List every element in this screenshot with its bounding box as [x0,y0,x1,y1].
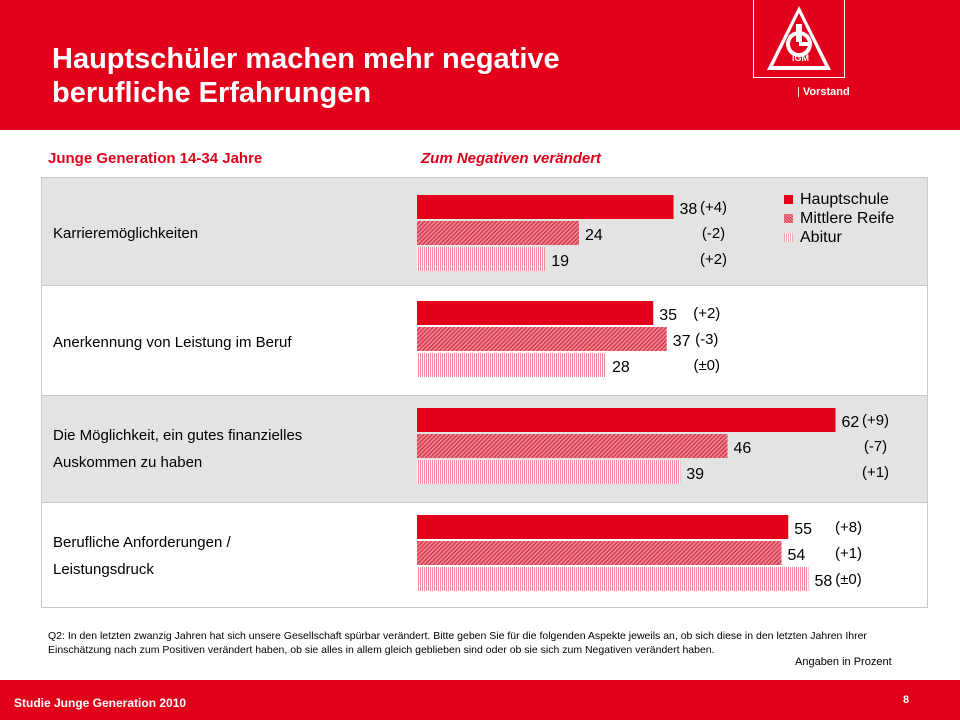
legend-item-abitur: Abitur [784,228,894,247]
bar-mittlere-reife-0 [417,221,579,245]
change-label-hauptschule-3: (+8) [835,519,862,536]
row-label-line-2: Leistungsdruck [53,561,154,578]
bars-group: 38 (+4)24 (-2)19 (+2)35 (+2)37 (-3)28 (±0)62 (+… [417,195,889,591]
row-label: Berufliche Anforderungen / Leistungsdruc… [53,529,231,583]
question-footnote: Q2: In den letzten zwanzig Jahren hat si… [48,630,867,656]
bar-hauptschule-3 [417,515,789,539]
bar-hauptschule-0 [417,195,674,219]
data-label-abitur-1: 28 [612,359,630,376]
row-label-line-1: Die Möglichkeit, ein gutes finanzielles [53,427,303,444]
bar-abitur-2 [417,460,681,484]
bar-hauptschule-2 [417,408,836,432]
legend-swatch [784,214,793,223]
change-label-mittlere-reife-0: (-2) [702,225,725,242]
data-label-hauptschule-2: 62 [842,414,860,431]
bar-abitur-0 [417,247,546,271]
row-label-line-1: Berufliche Anforderungen / [53,534,231,551]
legend-item-hauptschule: Hauptschule [784,190,894,209]
bar-abitur-1 [417,353,606,377]
change-label-hauptschule-1: (+2) [693,305,720,322]
legend-label: Abitur [800,229,842,246]
igm-logo: IGM [753,0,845,78]
subhead-chart-title: Zum Negativen verändert [421,150,602,167]
page-title: Hauptschüler machen mehr negative berufl… [52,42,712,110]
title-line-1: Hauptschüler machen mehr negative [52,43,560,75]
org-label: Vorstand [797,86,850,98]
bar-mittlere-reife-3 [417,541,782,565]
study-label: Studie Junge Generation 2010 [14,696,187,710]
igm-logo-text: IGM [792,53,809,63]
change-label-abitur-2: (+1) [862,464,889,481]
row-label-line-2: Auskommen zu haben [53,454,203,471]
bar-mittlere-reife-2 [417,434,728,458]
page-number: 8 [903,694,910,706]
change-label-mittlere-reife-3: (+1) [835,545,862,562]
footer-bar: Studie Junge Generation 2010 8 [0,680,960,720]
bar-mittlere-reife-1 [417,327,667,351]
data-label-abitur-2: 39 [686,466,704,483]
data-label-mittlere-reife-0: 24 [585,227,603,244]
row-label: Karrieremöglichkeiten [53,220,198,247]
data-label-hauptschule-1: 35 [659,307,677,324]
title-line-2: berufliche Erfahrungen [52,77,372,109]
data-label-hauptschule-0: 38 [680,201,698,218]
data-label-hauptschule-3: 55 [794,521,812,538]
legend-label: Mittlere Reife [800,210,895,227]
legend-swatch [784,195,793,204]
data-label-mittlere-reife-1: 37 [673,333,691,350]
row-label-line-1: Anerkennung von Leistung im Beruf [53,334,292,351]
data-label-mittlere-reife-3: 54 [788,547,806,564]
change-label-abitur-3: (±0) [835,571,862,588]
data-label-mittlere-reife-2: 46 [734,440,752,457]
header-bar: Hauptschüler machen mehr negative berufl… [0,0,960,130]
legend-label: Hauptschule [800,191,889,208]
row-anforderungen: Berufliche Anforderungen / Leistungsdruc… [42,502,927,607]
change-label-abitur-1: (±0) [693,357,720,374]
bar-abitur-3 [417,567,809,591]
change-label-hauptschule-2: (+9) [862,412,889,429]
row-label: Die Möglichkeit, ein gutes finanzielles … [53,422,302,476]
data-label-abitur-0: 19 [551,253,569,270]
units-note: Angaben in Prozent [795,656,892,668]
change-label-abitur-0: (+2) [700,251,727,268]
legend-item-mittlere-reife: Mittlere Reife [784,209,894,228]
change-label-hauptschule-0: (+4) [700,199,727,216]
row-label: Anerkennung von Leistung im Beruf [53,329,291,356]
row-anerkennung: Anerkennung von Leistung im Beruf [42,285,927,395]
row-label-line-1: Karrieremöglichkeiten [53,225,199,242]
change-label-mittlere-reife-2: (-7) [864,438,887,455]
subhead-population: Junge Generation 14-34 Jahre [48,150,263,167]
bar-hauptschule-1 [417,301,654,325]
igm-logo-icon: IGM [767,6,831,70]
data-label-abitur-3: 58 [815,573,833,590]
chart-legend: Hauptschule Mittlere Reife Abitur [784,190,894,247]
change-label-mittlere-reife-1: (-3) [695,331,718,348]
legend-swatch [784,233,793,242]
